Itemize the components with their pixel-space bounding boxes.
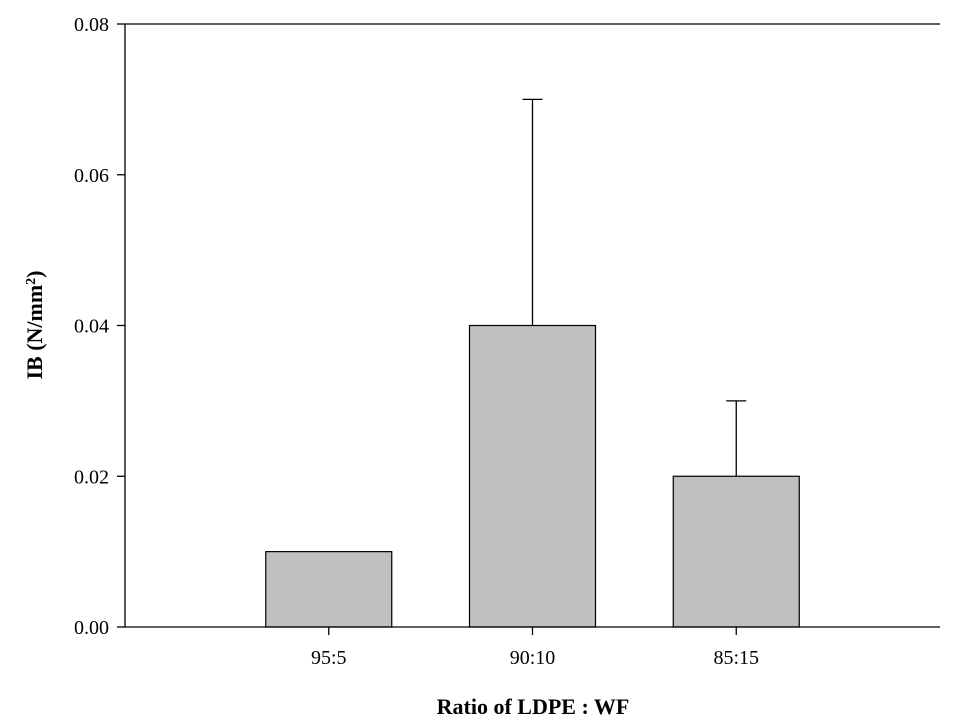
y-tick-label: 0.00 (74, 617, 109, 639)
bar-90-10 (468, 324, 597, 628)
bar-85-15 (672, 475, 800, 628)
y-tick-label: 0.06 (74, 165, 109, 187)
y-axis-title-main: IB (N/mm (22, 285, 47, 380)
y-axis-title-end: ) (22, 270, 47, 277)
y-tick-label: 0.02 (74, 466, 109, 488)
x-tick-label: 90:10 (510, 647, 556, 669)
y-axis-title-superscript: 2 (24, 278, 39, 285)
bar-95-5 (265, 551, 393, 628)
x-axis-ticks: 95:5 90:10 85:15 (311, 627, 759, 669)
y-axis-title: IB (N/mm2) (22, 270, 47, 379)
x-axis-title: Ratio of LDPE : WF (437, 694, 630, 719)
x-tick-label: 85:15 (713, 647, 759, 669)
error-bars (522, 98, 747, 477)
y-axis-ticks: 0.00 0.02 0.04 0.06 0.08 (74, 14, 125, 639)
x-tick-label: 95:5 (311, 647, 347, 669)
bars (265, 324, 800, 628)
y-tick-label: 0.08 (74, 14, 109, 36)
axes-frame (124, 23, 940, 628)
y-tick-label: 0.04 (74, 316, 109, 338)
